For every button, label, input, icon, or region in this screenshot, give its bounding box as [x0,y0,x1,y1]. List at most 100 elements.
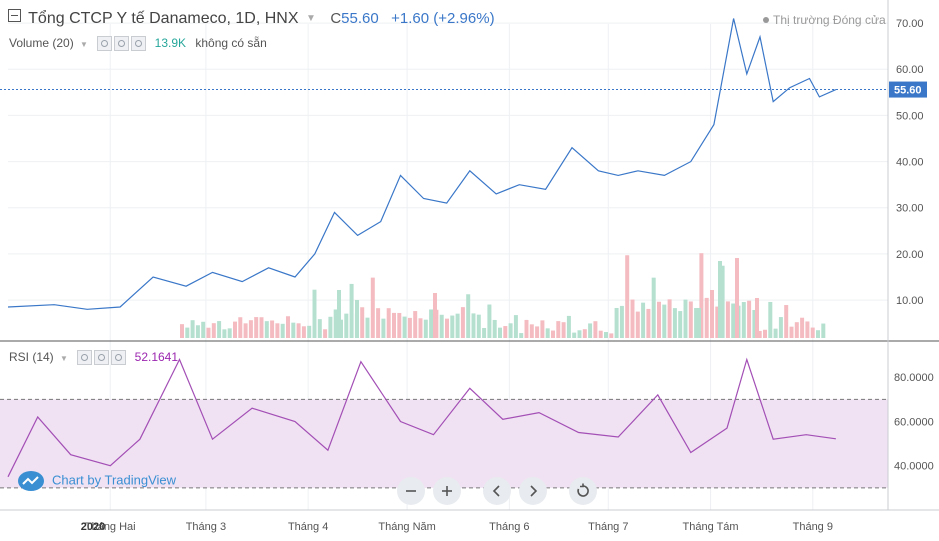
volume-bar [513,315,518,338]
price-tick-label: 40.00 [896,157,924,169]
volume-bar [763,329,767,338]
zoom-in-button[interactable] [433,477,461,505]
volume-bar [757,330,762,338]
zoom-out-button[interactable] [397,477,425,505]
volume-bar [296,323,301,338]
volume-bar [270,320,275,338]
rsi-legend-label[interactable]: RSI (14) [9,350,54,364]
volume-bar [455,313,460,338]
volume-bar [778,317,783,338]
main-legend: Tổng CTCP Y tế Danameco, 1D, HNX ▼ C55.6… [8,9,495,28]
volume-bar [180,324,184,338]
chevron-down-icon[interactable]: ▼ [305,13,316,24]
price-change: +1.60 (+2.96%) [391,10,495,27]
rsi-tick-label: 80.0000 [894,372,934,384]
visibility-eye-icon[interactable] [77,350,93,366]
volume-bar [794,322,799,338]
reset-chart-button[interactable] [569,477,597,505]
price-tick-label: 70.00 [896,18,924,30]
volume-bar [784,305,789,338]
volume-bar [206,327,211,338]
price-tick-label: 20.00 [896,249,924,261]
close-value: 55.60 [341,10,379,27]
volume-bar [614,307,619,338]
close-prefix: C [330,10,342,27]
price-tick-label: 50.00 [896,110,924,122]
volume-bar [755,298,759,338]
volume-bar [381,318,386,338]
volume-bar [397,312,402,338]
volume-bar [561,322,566,338]
volume-bar [482,327,487,338]
chevron-down-icon[interactable]: ▼ [60,354,68,363]
volume-bar [217,321,222,338]
settings-gear-icon[interactable] [94,350,110,366]
volume-bar [190,320,195,338]
volume-bar [418,318,423,338]
volume-bar [323,329,328,338]
volume-bar [598,330,603,338]
volume-bar [254,317,259,338]
volume-bars [180,253,826,338]
volume-bar [688,301,693,338]
volume-bar [630,299,635,338]
volume-note: không có sẵn [195,36,267,50]
volume-bar [582,329,587,338]
volume-bar [433,293,437,338]
settings-gear-icon[interactable] [114,36,130,52]
time-tick-label: Tháng Tám [683,521,739,533]
volume-bar [662,304,667,338]
volume-bar [672,308,677,338]
chevron-left-icon [492,485,500,497]
minus-icon [406,490,416,492]
time-tick-label: Tháng Năm [378,521,435,533]
market-status-text: Thị trường Đóng cửa [773,13,886,27]
close-x-icon[interactable] [131,36,147,52]
close-x-icon[interactable] [111,350,127,366]
volume-bar [657,301,661,338]
volume-value: 13.9K [154,36,187,50]
volume-bar [697,308,701,338]
volume-bar [498,327,502,338]
volume-bar [460,307,465,338]
time-tick-label: 2020 [81,521,105,533]
volume-bar [577,330,582,338]
time-tick-label: Tháng Hai [85,521,136,533]
volume-bar [773,328,778,338]
rsi-tick-label: 40.0000 [894,461,934,473]
volume-bar [376,308,381,338]
scroll-left-button[interactable] [483,477,511,505]
tradingview-watermark[interactable]: Chart by TradingView [18,471,176,491]
volume-bar [243,323,248,338]
volume-legend-label[interactable]: Volume (20) [9,36,74,50]
volume-bar [572,332,577,338]
volume-bar [556,321,561,338]
volume-bar [508,323,513,338]
volume-bar [789,326,794,338]
visibility-eye-icon[interactable] [97,36,113,52]
volume-bar [355,300,359,338]
chevron-down-icon[interactable]: ▼ [80,40,88,49]
volume-bar [678,311,683,338]
volume-bar [429,309,434,338]
volume-bar [280,323,285,338]
time-tick-label: Tháng 4 [288,521,328,533]
scroll-right-button[interactable] [519,477,547,505]
collapse-legend-icon[interactable] [8,9,21,22]
volume-bar [720,265,725,338]
volume-bar [566,315,571,338]
volume-bar [264,321,269,338]
symbol-title[interactable]: Tổng CTCP Y tế Danameco, 1D, HNX [28,10,299,27]
chevron-right-icon [530,485,538,497]
market-status: Thị trường Đóng cửa [763,13,886,27]
volume-bar [333,309,338,338]
last-price-badge [889,81,927,98]
volume-bar [307,325,312,338]
volume-bar [593,321,598,338]
reset-icon [577,483,589,497]
volume-bar [392,312,396,338]
volume-bar [540,320,545,338]
volume-bar [551,330,555,338]
volume-bar [487,304,492,338]
